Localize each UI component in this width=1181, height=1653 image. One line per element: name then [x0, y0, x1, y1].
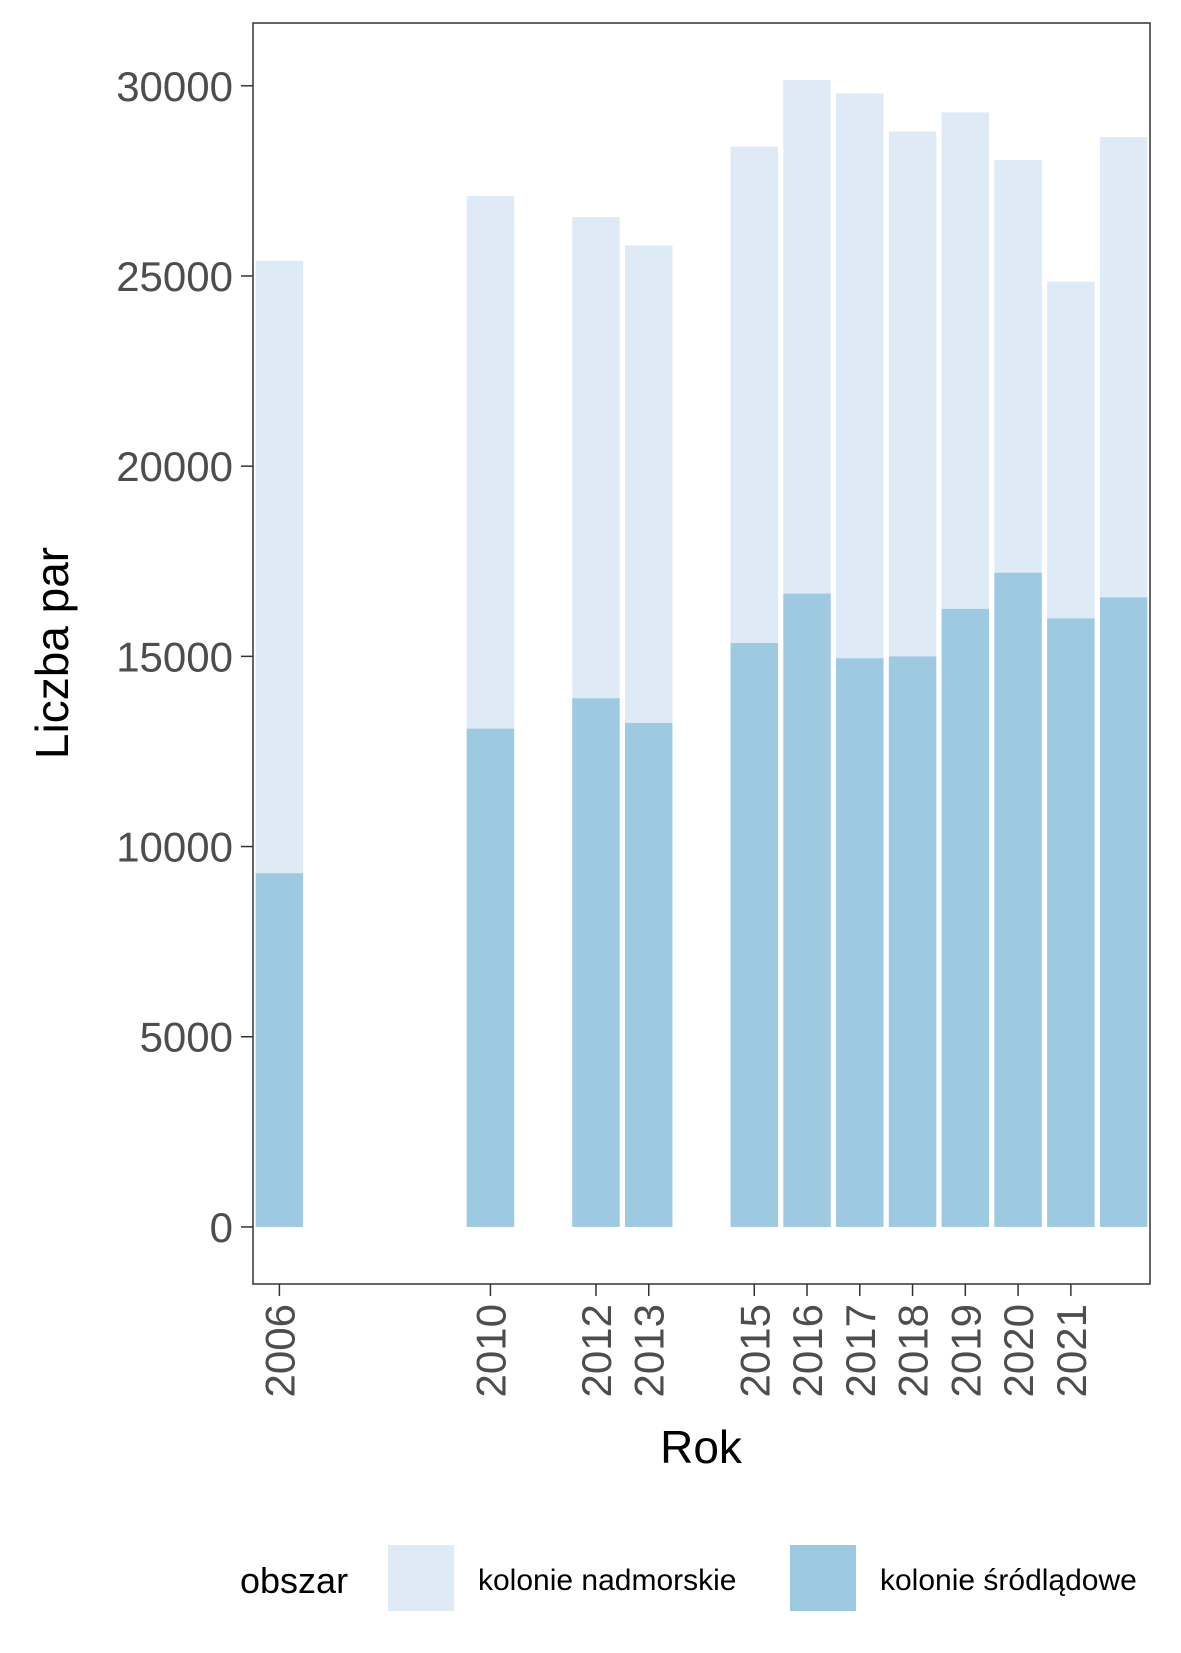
y-tick-label-15000: 15000 [116, 633, 233, 680]
bar-coastal-2020 [994, 159, 1042, 573]
y-tick-label-0: 0 [210, 1204, 233, 1251]
x-axis: 2006 2010 2012 2013 2015 2016 2017 2018 2019 2020… [256, 1284, 1095, 1397]
bar-coastal-2006 [255, 260, 304, 874]
bar-inland-2006 [255, 873, 304, 1227]
x-tick-label-2012: 2012 [573, 1304, 620, 1397]
bar-coastal-2010 [466, 196, 515, 729]
y-tick-label-25000: 25000 [116, 253, 233, 300]
y-tick-label-5000: 5000 [140, 1014, 233, 1061]
bar-coastal-2013 [624, 245, 673, 723]
bar-inland-2021 [1047, 618, 1095, 1227]
legend-label-coastal: kolonie nadmorskie [478, 1564, 736, 1597]
bar-coastal-2016 [783, 80, 831, 594]
panel-border [252, 22, 1151, 1285]
bar-inland-2018 [888, 656, 937, 1227]
bar-coastal-2019 [941, 112, 990, 609]
y-axis: 0 5000 10000 15000 20000 25000 30000 [116, 63, 253, 1251]
x-axis-title: Rok [660, 1421, 743, 1473]
bar-inland-2016 [783, 593, 831, 1227]
legend-key-coastal [388, 1545, 454, 1611]
x-tick-label-2010: 2010 [467, 1304, 514, 1397]
y-axis-title: Liczba par [26, 547, 78, 759]
legend-title: obszar [240, 1560, 348, 1601]
legend: obszar kolonie nadmorskie kolonie śródlą… [240, 1545, 1137, 1611]
legend-key-inland [790, 1545, 856, 1611]
x-tick-label-2017: 2017 [837, 1304, 884, 1397]
legend-label-inland: kolonie śródlądowe [880, 1564, 1137, 1597]
bar-coastal-2012 [572, 217, 620, 699]
x-tick-label-2021: 2021 [1048, 1304, 1095, 1397]
x-tick-label-2020: 2020 [995, 1304, 1042, 1397]
y-tick-label-30000: 30000 [116, 63, 233, 110]
x-tick-label-2016: 2016 [784, 1304, 831, 1397]
x-tick-label-2015: 2015 [731, 1304, 778, 1397]
bar-coastal-2022 [1099, 137, 1148, 598]
bars [255, 80, 1148, 1227]
bar-coastal-2021 [1047, 281, 1095, 619]
bar-inland-2019 [941, 608, 990, 1227]
bar-inland-2015 [730, 643, 779, 1227]
x-tick-label-2013: 2013 [626, 1304, 673, 1397]
y-tick-label-20000: 20000 [116, 443, 233, 490]
bar-inland-2013 [624, 722, 673, 1227]
bar-inland-2010 [466, 728, 515, 1227]
x-tick-label-2018: 2018 [890, 1304, 937, 1397]
bar-inland-2020 [994, 572, 1042, 1227]
bar-coastal-2018 [888, 131, 937, 657]
bar-inland-2017 [836, 658, 884, 1227]
bar-inland-2012 [572, 698, 620, 1227]
y-tick-label-10000: 10000 [116, 824, 233, 871]
bar-coastal-2017 [836, 93, 884, 659]
bar-inland-2022 [1099, 597, 1148, 1227]
x-tick-label-2006: 2006 [256, 1304, 303, 1397]
x-tick-label-2019: 2019 [942, 1304, 989, 1397]
bar-coastal-2015 [730, 146, 779, 644]
